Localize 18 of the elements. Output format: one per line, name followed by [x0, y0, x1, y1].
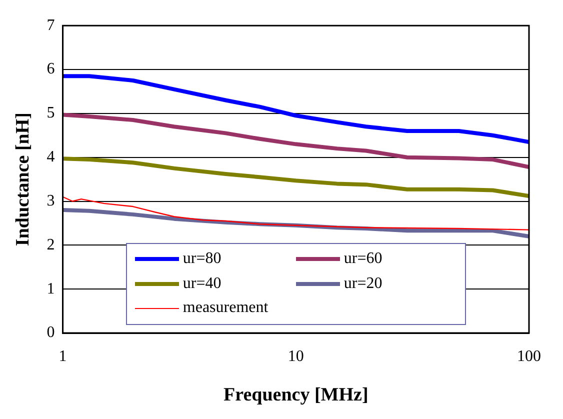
y-tick-label: 7 [46, 16, 55, 34]
y-tick-label: 3 [46, 192, 55, 210]
x-tick-label: 10 [288, 348, 304, 365]
legend-label: measurement [182, 299, 268, 318]
x-axis-title: Frequency [MHz] [224, 384, 368, 406]
y-tick-label: 6 [46, 60, 55, 78]
legend-label: ur=20 [344, 274, 382, 293]
y-tick-label: 4 [46, 148, 55, 166]
x-tick-label: 1 [58, 348, 67, 365]
y-tick-label: 0 [46, 324, 55, 342]
y-axis-title: Inductance [nH] [12, 112, 34, 246]
y-tick-label: 2 [46, 236, 55, 254]
y-tick-label: 5 [46, 104, 55, 122]
x-tick-label: 100 [517, 348, 541, 365]
legend-label: ur=80 [182, 250, 222, 268]
legend-label: ur=40 [182, 274, 222, 293]
legend-label: ur=60 [344, 250, 382, 268]
y-tick-label: 1 [46, 280, 55, 298]
